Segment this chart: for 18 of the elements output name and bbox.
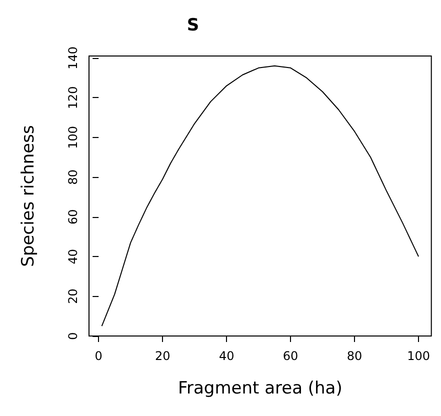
- y-tick-label: 60: [66, 209, 80, 224]
- x-tick-label: 80: [346, 349, 362, 363]
- chart-title: S: [186, 16, 200, 36]
- x-tick-label: 20: [154, 349, 170, 363]
- y-tick-label: 20: [66, 288, 80, 304]
- x-tick-label: 40: [218, 349, 234, 363]
- y-tick-label: 40: [66, 248, 80, 264]
- x-tick-label: 100: [407, 349, 430, 363]
- y-tick-label: 80: [66, 169, 80, 185]
- x-tick-label: 0: [94, 349, 102, 363]
- y-tick-label: 100: [66, 126, 80, 149]
- y-tick-label: 120: [66, 86, 80, 110]
- line-series: [101, 65, 420, 327]
- x-axis-title: Fragment area (ha): [178, 378, 342, 398]
- x-tick-label: 60: [282, 349, 298, 363]
- y-tick-label: 0: [66, 332, 80, 340]
- y-tick-label: 140: [66, 46, 80, 70]
- y-axis-title: Species richness: [18, 125, 38, 267]
